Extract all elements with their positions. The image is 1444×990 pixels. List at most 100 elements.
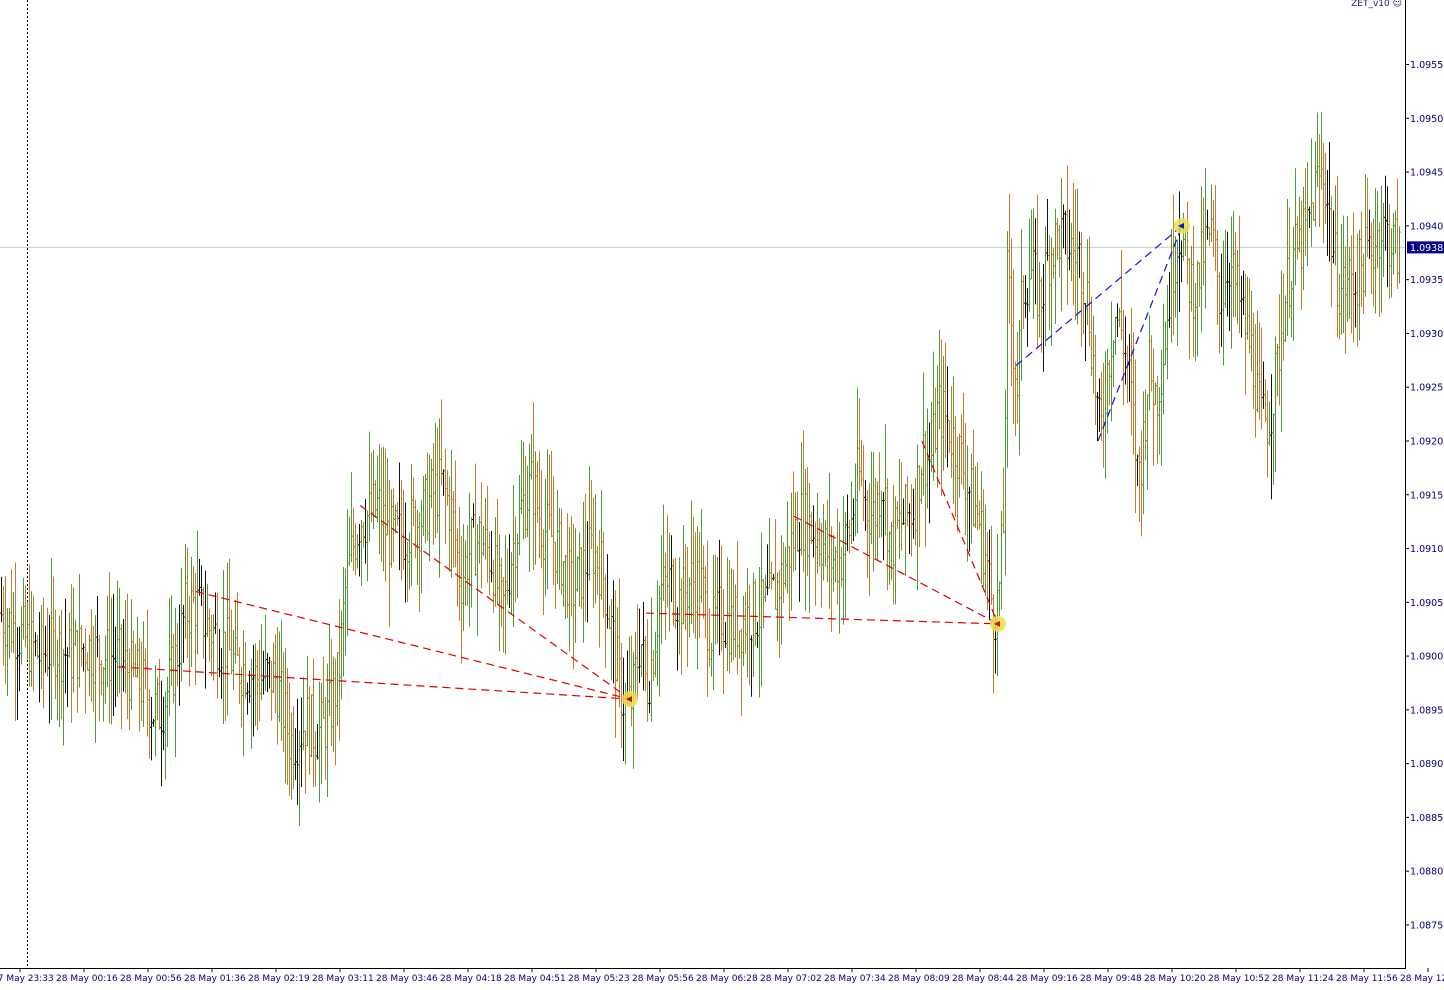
price-bar (646, 619, 649, 722)
price-bar (1058, 224, 1061, 278)
price-bar (232, 630, 235, 690)
zigzag-line-red (645, 612, 999, 625)
price-bar (840, 547, 843, 587)
price-bar (778, 569, 781, 659)
price-bar (352, 507, 355, 571)
price-bar (936, 365, 939, 488)
price-bar (1244, 274, 1247, 395)
price-bar (1308, 206, 1311, 228)
price-bar (442, 469, 445, 496)
y-tick-label: 1.0895 (1410, 705, 1443, 716)
price-bar (1196, 260, 1199, 357)
price-bar (296, 698, 299, 805)
price-bar (850, 481, 853, 545)
price-bar (212, 614, 215, 681)
price-bar (858, 398, 861, 492)
price-bar (600, 489, 603, 600)
price-bar (10, 569, 13, 653)
price-bar (888, 531, 891, 585)
price-bar (1240, 275, 1243, 338)
price-bar (1320, 111, 1323, 190)
price-bar (152, 719, 155, 727)
price-bar (1122, 309, 1125, 406)
y-tick-label: 1.0915 (1410, 490, 1443, 501)
price-bar (976, 462, 979, 531)
price-bar (182, 604, 185, 663)
price-bar (204, 570, 207, 689)
price-bar (44, 625, 47, 673)
price-bar (76, 629, 79, 713)
price-bar (1054, 208, 1057, 324)
x-tick-label: 28 May 07:02 (760, 974, 822, 984)
x-tick-label: 28 May 03:46 (376, 974, 438, 984)
price-bar (376, 455, 379, 523)
price-bar (306, 655, 309, 747)
price-bar (1248, 278, 1251, 354)
price-bar (902, 498, 905, 525)
price-bar (270, 660, 273, 721)
price-bar (788, 546, 791, 621)
price-bar (640, 644, 643, 678)
price-bar (1014, 361, 1017, 437)
price-bar (1146, 394, 1149, 490)
price-bar (668, 532, 671, 632)
price-bar (176, 622, 179, 687)
price-bar (1234, 232, 1237, 318)
price-bar (106, 595, 109, 688)
price-bar (1138, 446, 1141, 522)
x-tick-label: 28 May 03:11 (312, 974, 374, 984)
price-bar (1238, 215, 1241, 334)
price-bar (386, 458, 389, 536)
price-bar (238, 647, 241, 705)
price-bar (1188, 257, 1191, 359)
price-bar (506, 548, 509, 605)
price-bar (84, 628, 87, 714)
price-bar (958, 433, 961, 498)
price-bar (900, 461, 903, 551)
price-bar (606, 554, 609, 629)
y-tick-label: 1.0890 (1410, 759, 1443, 770)
price-bar (662, 504, 665, 601)
price-bar (894, 496, 897, 605)
price-bar (116, 580, 119, 697)
price-bar (582, 501, 585, 643)
price-bar (1100, 372, 1103, 441)
price-bar (28, 564, 31, 687)
price-bar (1002, 467, 1005, 534)
price-bar (940, 339, 943, 496)
price-bar (290, 712, 293, 800)
price-bar (746, 568, 749, 678)
price-bar (920, 467, 923, 504)
price-bar (1022, 275, 1025, 330)
price-bar (1142, 391, 1145, 515)
price-bar (592, 497, 595, 609)
price-bar (1072, 182, 1075, 306)
price-bar (564, 554, 567, 620)
price-bar (742, 595, 745, 667)
pivot-arrow-icon (626, 696, 632, 703)
price-bar (284, 648, 287, 784)
price-bar (276, 627, 279, 745)
price-bar (768, 517, 771, 589)
price-bar (20, 606, 23, 665)
price-bar (154, 664, 157, 757)
price-bar (172, 633, 175, 704)
x-tick-label: 28 May 08:09 (888, 974, 950, 984)
price-bar (618, 578, 621, 708)
price-bar (608, 605, 611, 629)
price-bar (634, 631, 637, 700)
price-bar (562, 561, 565, 607)
price-bar (836, 508, 839, 605)
zigzag-line-red (359, 505, 631, 700)
price-bar (362, 522, 365, 548)
price-bar (642, 601, 645, 691)
price-bar (1096, 392, 1099, 442)
price-bar (914, 478, 917, 546)
price-bar (812, 505, 815, 558)
price-bar (988, 529, 991, 621)
price-bar (102, 666, 105, 722)
price-bar (1280, 270, 1283, 433)
price-bar (910, 483, 913, 557)
